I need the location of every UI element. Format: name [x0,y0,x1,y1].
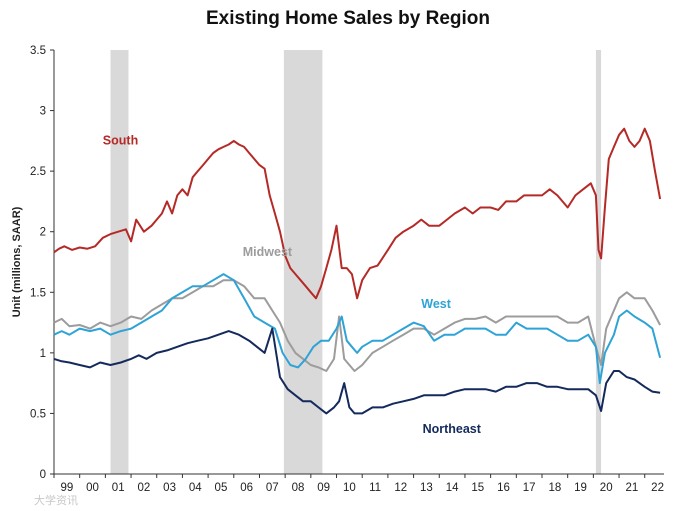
x-tick-label: 18 [548,482,561,494]
series-lines [53,127,662,415]
y-tick-label: 1 [40,348,46,360]
x-tick-label: 07 [266,482,279,494]
series-line-northeast [53,327,661,415]
series-line-south [53,127,662,300]
watermark: 大学资讯 [34,493,78,507]
series-label-south: South [103,133,138,147]
series-labels: South Midwest West Northeast [103,133,482,435]
recession-shading [110,50,602,474]
x-tick-label: 00 [86,482,99,494]
x-tick-label: 06 [240,482,253,494]
y-axis-label: Unit (millions, SAAR) [11,206,23,317]
x-tick-label: 19 [574,482,587,494]
recession-band-1 [283,50,323,474]
y-tick-label: 0.5 [30,408,46,420]
x-tick-label: 04 [189,482,202,494]
series-label-northeast: Northeast [423,422,482,436]
x-tick-label: 03 [163,482,176,494]
x-tick-label: 01 [112,482,125,494]
y-tick-label: 3 [40,106,46,118]
x-tick-label: 13 [420,482,433,494]
series-label-midwest: Midwest [243,245,293,259]
x-tick-label: 22 [651,482,664,494]
x-tick-label: 02 [137,482,150,494]
x-tick-label: 99 [60,482,73,494]
x-tick-label: 05 [215,482,228,494]
series-line-west [53,273,662,385]
x-tick-label: 16 [497,482,510,494]
y-tick-label: 0 [40,469,46,481]
x-tick-label: 15 [471,482,484,494]
x-tick-label: 12 [394,482,407,494]
y-tick-label: 2 [40,227,46,239]
x-tick-label: 08 [292,482,305,494]
y-tick-label: 2.5 [30,166,46,178]
recession-band-0 [110,50,129,474]
y-tick-label: 1.5 [30,287,46,299]
chart-title: Existing Home Sales by Region [206,8,490,29]
x-tick-label: 10 [343,482,356,494]
series-label-west: West [421,297,451,311]
x-tick-label: 20 [600,482,613,494]
y-tick-label: 3.5 [30,45,46,57]
x-tick-label: 21 [625,482,638,494]
series-line-midwest [53,279,661,372]
x-tick-label: 17 [523,482,536,494]
x-tick-label: 11 [369,482,381,494]
axes: 0 0.5 1 1.5 2 2.5 3 3.5 99 00 01 02 03 04 05 06 07 08 09 10… [30,45,664,494]
recession-band-2 [595,50,602,474]
x-tick-label: 09 [317,482,330,494]
x-tick-label: 14 [446,482,459,494]
